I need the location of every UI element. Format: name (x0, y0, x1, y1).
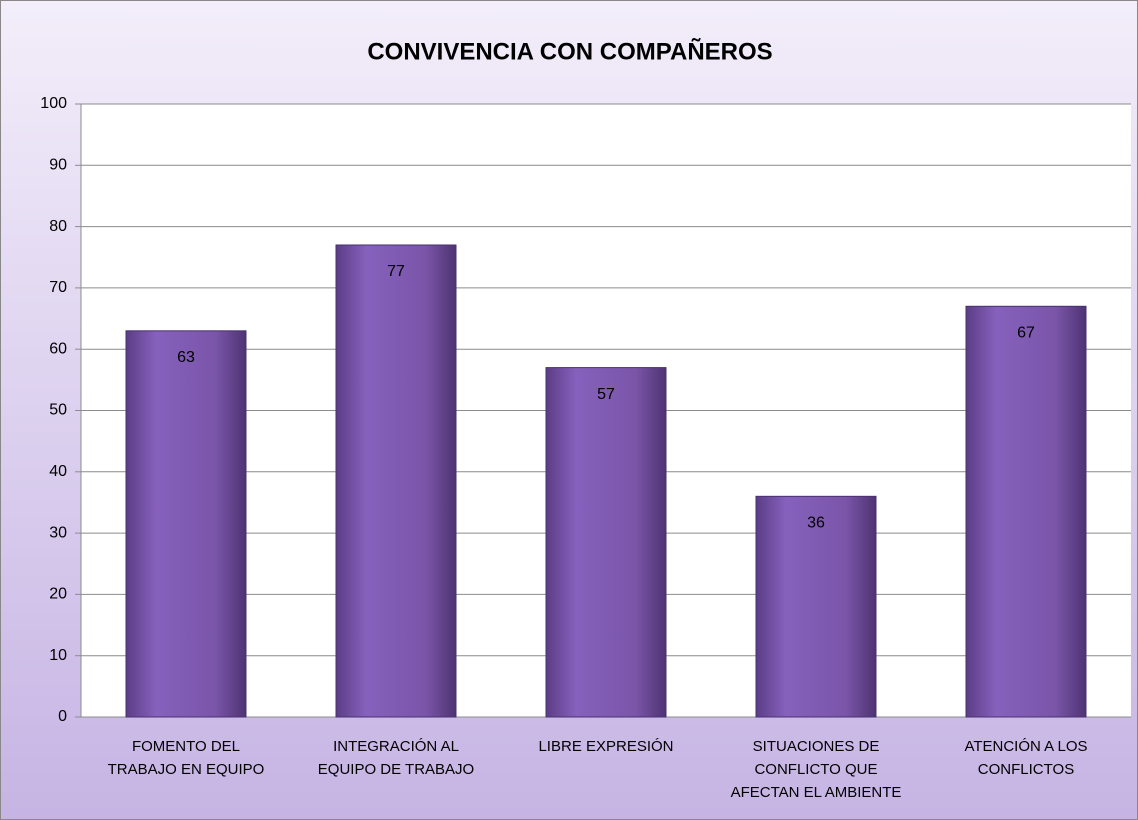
y-tick-label: 20 (49, 586, 67, 603)
data-label: 36 (807, 515, 825, 532)
x-tick-label: LIBRE EXPRESIÓN (538, 738, 674, 755)
y-tick-label: 30 (49, 524, 67, 541)
y-tick-label: 90 (49, 157, 67, 174)
x-tick-label: FOMENTO DEL TRABAJO EN EQUIPO (107, 738, 265, 778)
bar (755, 495, 877, 718)
y-tick-label: 0 (58, 708, 67, 725)
data-label: 67 (1017, 325, 1035, 342)
bar (335, 244, 457, 718)
y-tick-label: 100 (40, 95, 67, 112)
y-tick-label: 80 (49, 218, 67, 235)
y-tick-label: 50 (49, 402, 67, 419)
data-label: 57 (597, 386, 615, 403)
y-tick-label: 10 (49, 647, 67, 664)
bar (125, 330, 247, 718)
chart-title: CONVIVENCIA CON COMPAÑEROS (367, 37, 772, 65)
bar (545, 367, 667, 718)
x-tick-label: INTEGRACIÓN AL EQUIPO DE TRABAJO (317, 738, 475, 778)
data-label: 63 (177, 349, 195, 366)
y-tick-label: 70 (49, 279, 67, 296)
bar (965, 305, 1087, 718)
x-tick-label: SITUACIONES DE CONFLICTO QUE AFECTAN EL … (730, 738, 902, 801)
data-label: 77 (387, 263, 405, 280)
y-tick-label: 40 (49, 463, 67, 480)
y-tick-label: 60 (49, 340, 67, 357)
x-tick-label: ATENCIÓN A LOS CONFLICTOS (964, 738, 1088, 778)
